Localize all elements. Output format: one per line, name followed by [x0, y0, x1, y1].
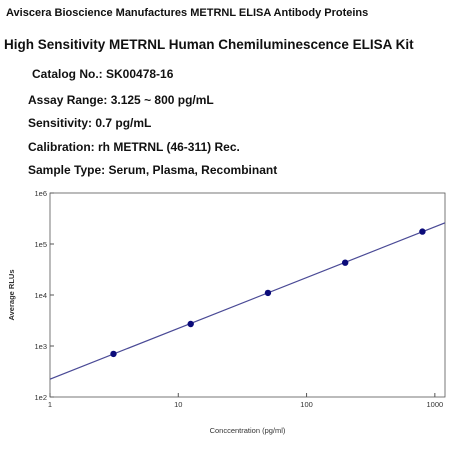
x-axis-label: Conccentration (pg/ml) — [210, 426, 286, 435]
fit-line — [50, 222, 445, 380]
y-tick-label: 1e6 — [34, 189, 47, 198]
data-point — [110, 350, 117, 358]
data-point — [419, 228, 426, 235]
y-tick-label: 1e3 — [34, 342, 47, 351]
x-tick-label: 1000 — [426, 400, 443, 409]
detail-line: Sample Type: Serum, Plasma, Recombinant — [28, 163, 277, 177]
x-tick-label: 100 — [300, 400, 313, 409]
x-tick-label: 10 — [174, 400, 182, 409]
title: High Sensitivity METRNL Human Chemilumin… — [4, 37, 414, 52]
detail-line: Calibration: rh METRNL (46-311) Rec. — [28, 140, 240, 154]
data-point — [264, 289, 272, 297]
detail-line: Sensitivity: 0.7 pg/mL — [28, 116, 151, 130]
detail-line: Assay Range: 3.125 ~ 800 pg/mL — [28, 93, 214, 107]
y-tick-label: 1e4 — [34, 291, 47, 300]
y-tick-label: 1e2 — [34, 393, 47, 402]
plot-frame — [49, 192, 446, 398]
brand-line: Aviscera Bioscience Manufactures METRNL … — [6, 7, 368, 19]
x-tick-label: 1 — [48, 400, 52, 409]
y-axis-label: Average RLUs — [7, 270, 16, 321]
y-tick-label: 1e5 — [34, 240, 47, 249]
data-point — [187, 320, 194, 328]
data-point — [341, 259, 349, 266]
detail-line: Catalog No.: SK00478-16 — [32, 67, 174, 81]
